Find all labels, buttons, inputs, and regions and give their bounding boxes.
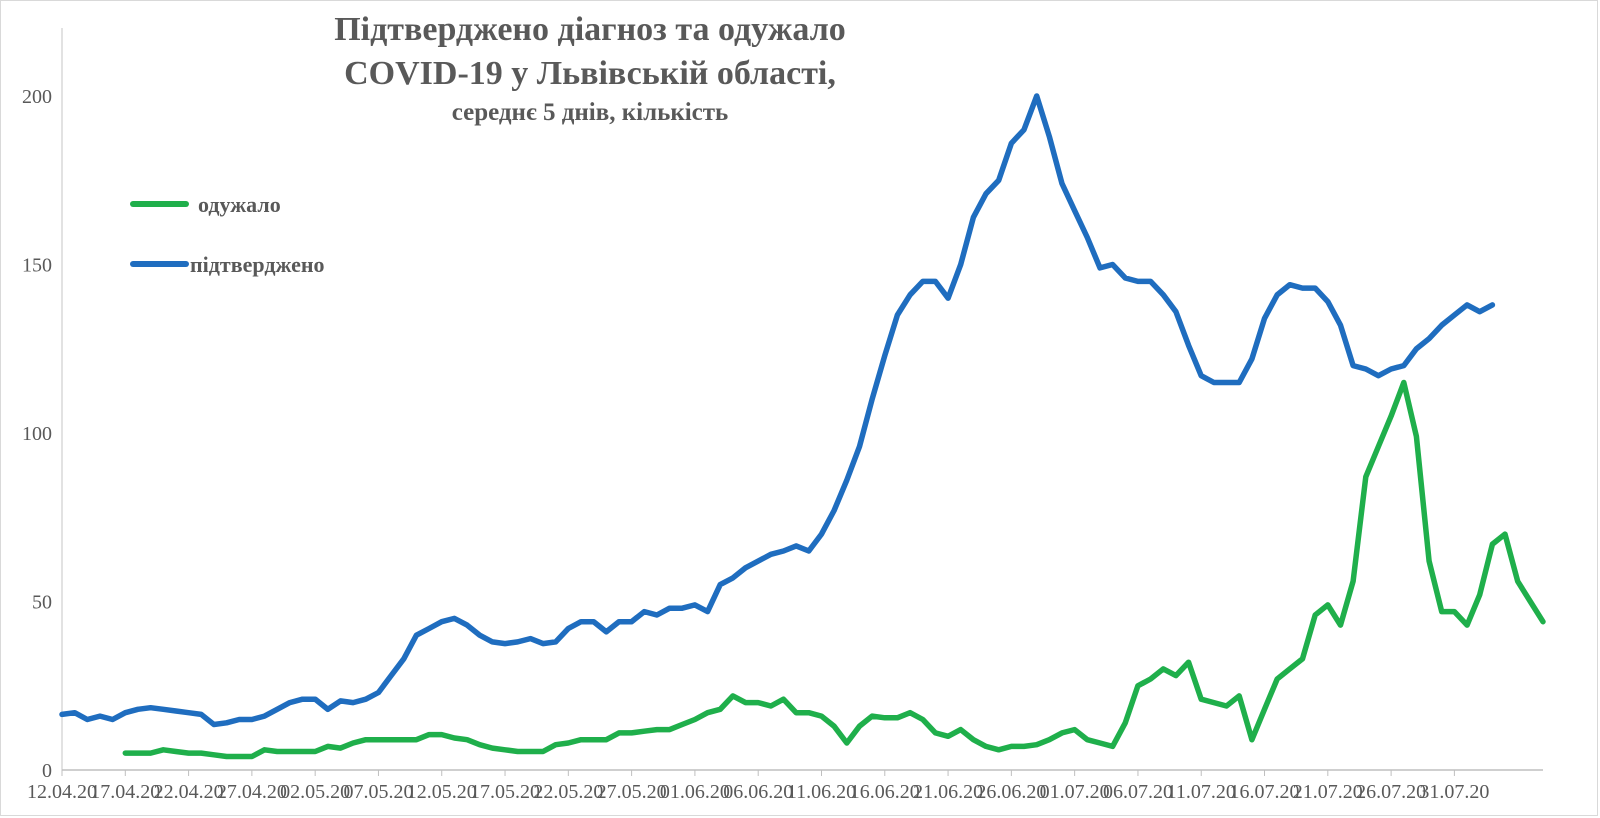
x-tick-label: 12.05.20 [407, 781, 477, 803]
series-lines [59, 93, 1546, 760]
x-tick-label: 06.07.20 [1103, 781, 1173, 803]
x-tick-label: 21.06.20 [913, 781, 983, 803]
legend-label-0: одужало [198, 192, 281, 217]
y-tick-label: 100 [22, 423, 52, 445]
y-tick-label: 50 [32, 592, 52, 614]
y-tick-label: 0 [42, 760, 52, 782]
x-tick-label: 26.07.20 [1356, 781, 1426, 803]
chart-title-line2: COVID-19 у Львівській області, [344, 55, 836, 92]
x-tick-label: 27.04.20 [217, 781, 287, 803]
x-tick-label: 07.05.20 [343, 781, 413, 803]
x-axis-ticks: 12.04.2017.04.2022.04.2027.04.2002.05.20… [27, 770, 1489, 803]
x-tick-label: 12.04.20 [27, 781, 97, 803]
chart-subtitle: середнє 5 днів, кількість [451, 99, 729, 126]
x-tick-label: 01.07.20 [1040, 781, 1110, 803]
x-tick-label: 11.07.20 [1167, 781, 1236, 803]
y-axis-ticks: 0 50 100 150 200 [22, 86, 52, 782]
x-tick-label: 26.06.20 [976, 781, 1046, 803]
chart-title: Підтверджено діагноз та одужало [334, 11, 846, 48]
axes [61, 28, 1543, 771]
y-tick-label: 150 [22, 255, 52, 277]
x-tick-label: 31.07.20 [1419, 781, 1489, 803]
chart-title-block: Підтверджено діагноз та одужало COVID-19… [260, 8, 920, 130]
y-tick-label: 200 [22, 86, 52, 108]
x-tick-label: 01.06.20 [660, 781, 730, 803]
x-tick-label: 17.05.20 [470, 781, 540, 803]
x-tick-label: 16.07.20 [1230, 781, 1300, 803]
x-tick-label: 02.05.20 [280, 781, 350, 803]
x-tick-label: 22.04.20 [154, 781, 224, 803]
series-line-0 [122, 379, 1546, 760]
x-tick-label: 22.05.20 [533, 781, 603, 803]
x-tick-label: 11.06.20 [787, 781, 856, 803]
x-tick-label: 21.07.20 [1293, 781, 1363, 803]
series-line-1 [59, 93, 1496, 728]
x-tick-label: 16.06.20 [850, 781, 920, 803]
x-tick-label: 27.05.20 [597, 781, 667, 803]
legend: одужало підтверджено [130, 192, 325, 277]
x-tick-label: 17.04.20 [90, 781, 160, 803]
legend-label-1: підтверджено [190, 252, 325, 277]
x-tick-label: 06.06.20 [723, 781, 793, 803]
